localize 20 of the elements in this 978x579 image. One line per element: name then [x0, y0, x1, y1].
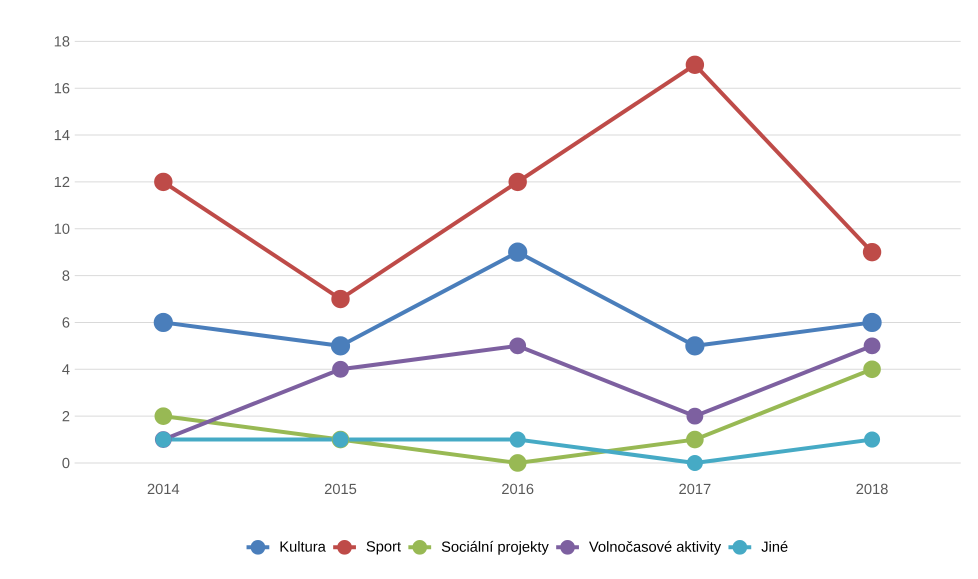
y-tick-label: 4 [62, 364, 70, 374]
y-tick-label: 16 [54, 82, 70, 94]
y-tick-label: 6 [62, 317, 70, 328]
legend-label: Sport [366, 541, 401, 554]
y-tick-label: 8 [62, 270, 70, 281]
y-tick-label: 2 [62, 410, 70, 422]
y-tick-label: 14 [54, 130, 70, 140]
x-tick-label: 2016 [502, 484, 534, 494]
legend-label: Jiné [761, 540, 788, 552]
x-tick-label: 2017 [679, 484, 710, 494]
x-tick-label: 2018 [856, 484, 888, 494]
y-tick-label: 10 [54, 224, 70, 234]
y-tick-label: 12 [54, 176, 70, 187]
x-tick-label: 2015 [324, 484, 356, 494]
legend-label: Volnočasové aktivity [589, 540, 722, 555]
legend-label: Kultura [280, 540, 326, 552]
legend-label: Sociální projekty [442, 540, 549, 555]
y-tick-label: 0 [62, 458, 70, 468]
y-tick-label: 18 [54, 36, 70, 47]
x-tick-label: 2014 [148, 484, 180, 494]
